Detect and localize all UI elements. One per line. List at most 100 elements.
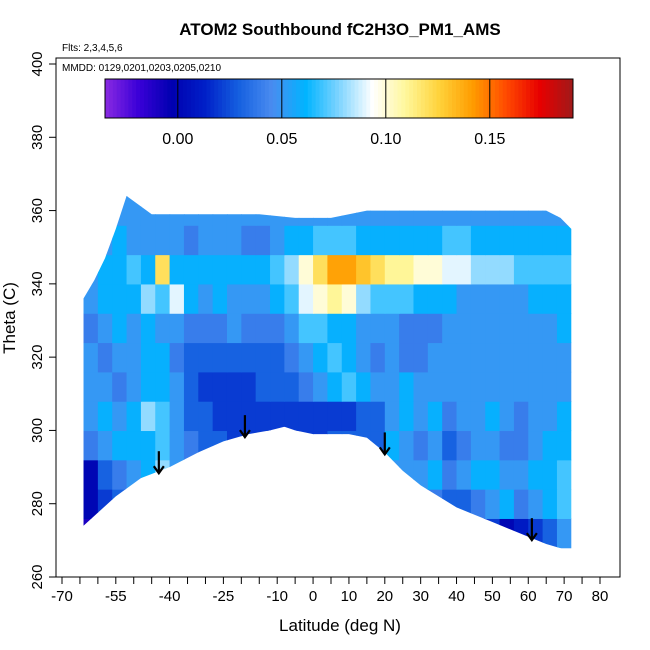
colorbar-segment [112, 79, 118, 118]
y-tick-label: 280 [29, 491, 46, 516]
heatmap-cell [212, 459, 228, 490]
heatmap-cell [183, 489, 199, 519]
colorbar-segment [144, 79, 149, 118]
heatmap-cell [126, 254, 142, 285]
heatmap-cell [456, 283, 472, 314]
heatmap-cell [155, 459, 171, 490]
heatmap-cell [241, 459, 257, 490]
heatmap-cell [255, 342, 271, 373]
colorbar-segment [565, 79, 570, 118]
heatmap-cell [97, 254, 113, 285]
colorbar-segment [303, 79, 309, 118]
heatmap-cell [155, 225, 171, 256]
heatmap-cell [198, 489, 214, 519]
colorbar-segment [210, 79, 215, 118]
heatmap-cell [270, 459, 285, 490]
heatmap-cell [270, 254, 285, 285]
colorbar-segment [147, 79, 153, 118]
heatmap-cell [83, 518, 99, 549]
heatmap-cell [140, 283, 156, 314]
heatmap-cell [542, 459, 558, 490]
arrow-marker [152, 451, 165, 476]
heatmap-cell [212, 371, 228, 402]
heatmap-cell [241, 371, 257, 402]
heatmap-cell [140, 195, 156, 226]
heatmap-cell [427, 430, 443, 461]
heatmap-cell [140, 225, 156, 256]
heatmap-cell [198, 225, 214, 256]
heatmap-cell [126, 225, 142, 256]
heatmap-cell [356, 313, 372, 344]
colorbar-segment [323, 79, 328, 118]
heatmap-cell [485, 430, 501, 461]
colorbar-segment [475, 79, 480, 118]
heatmap-cell [112, 489, 128, 519]
heatmap-cell [370, 195, 386, 226]
heatmap-cell [442, 489, 458, 519]
colorbar-tick-label: 0.05 [266, 131, 297, 148]
heatmap-cell [298, 430, 314, 461]
heatmap-cell [456, 401, 472, 432]
colorbar-segment [557, 79, 562, 118]
colorbar-segment [436, 79, 441, 118]
heatmap-cell [327, 489, 343, 519]
heatmap-cell [155, 254, 171, 285]
heatmap-cell [169, 254, 185, 285]
heatmap-cell [212, 401, 228, 432]
colorbar-segment [167, 79, 172, 118]
colorbar-segment [483, 79, 488, 118]
heatmap-cell [470, 254, 486, 285]
colorbar-tick-label: 0.15 [474, 131, 505, 148]
colorbar-segment [315, 79, 320, 118]
heatmap-cell [370, 489, 386, 519]
heatmap-cell [485, 371, 501, 402]
x-tick-label: 70 [556, 588, 573, 605]
heatmap-cell [126, 371, 142, 402]
heatmap-cell [528, 401, 544, 432]
heatmap-cell [112, 195, 128, 226]
heatmap-cell [499, 430, 515, 461]
heatmap-cell [255, 225, 271, 256]
heatmap-cell [470, 430, 486, 461]
heatmap-cell [155, 430, 171, 461]
heatmap-cell [456, 430, 472, 461]
heatmap-cell [513, 371, 529, 402]
colorbar-segment [225, 79, 231, 118]
arrow-marker [378, 432, 391, 457]
heatmap-cell [370, 430, 386, 461]
heatmap-cell [341, 342, 357, 373]
heatmap-cell [270, 225, 285, 256]
heatmap-cell [198, 342, 214, 373]
heatmap-cell [528, 371, 544, 402]
heatmap-cell [183, 430, 199, 461]
heatmap-cell [327, 430, 343, 461]
colorbar-segment [514, 79, 519, 118]
heatmap-cell [183, 371, 199, 402]
heatmap-cell [456, 518, 472, 549]
colorbar-segment [124, 79, 129, 118]
heatmap-cell [499, 401, 515, 432]
heatmap-cell [140, 489, 156, 519]
heatmap-cell [270, 313, 285, 344]
heatmap-cell [298, 489, 314, 519]
colorbar-segment [537, 79, 543, 118]
heatmap-cell [313, 342, 329, 373]
colorbar-segment [179, 79, 184, 118]
colorbar-segment [292, 79, 297, 118]
heatmap-cell [270, 401, 285, 432]
heatmap-cell [413, 195, 429, 226]
colorbar-segment [202, 79, 207, 118]
heatmap-cell [327, 459, 343, 490]
heatmap-cell [485, 401, 501, 432]
colorbar-segment [549, 79, 554, 118]
heatmap-cell [542, 518, 558, 549]
colorbar-segment [510, 79, 515, 118]
heatmap-cell [198, 371, 214, 402]
heatmap-cell [155, 371, 171, 402]
heatmap-cell [183, 283, 199, 314]
x-tick-label: 0 [309, 588, 317, 605]
colorbar-segment [327, 79, 332, 118]
heatmap-cell [427, 283, 443, 314]
colorbar-segment [393, 79, 398, 118]
y-tick-label: 260 [29, 564, 46, 589]
